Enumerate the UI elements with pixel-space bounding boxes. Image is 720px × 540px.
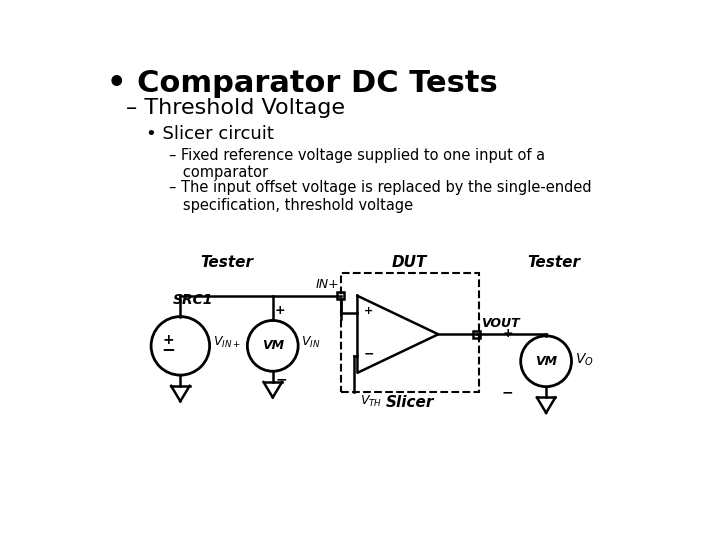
Text: +: + (503, 327, 513, 340)
Text: – Threshold Voltage: – Threshold Voltage (127, 98, 346, 118)
Text: VM: VM (261, 339, 284, 353)
Text: VM: VM (535, 355, 557, 368)
Bar (341, 273, 479, 392)
Text: $V_O$: $V_O$ (575, 352, 593, 368)
Text: −: − (275, 373, 287, 387)
Text: SRC1: SRC1 (173, 294, 213, 307)
Text: $V_{TH}$: $V_{TH}$ (360, 394, 382, 409)
Text: – Fixed reference voltage supplied to one input of a
   comparator: – Fixed reference voltage supplied to on… (168, 148, 545, 180)
Text: IN+: IN+ (315, 278, 339, 291)
Text: $V_{IN}$: $V_{IN}$ (301, 335, 320, 350)
Text: Tester: Tester (527, 255, 580, 269)
Text: • Slicer circuit: • Slicer circuit (145, 125, 274, 143)
Bar (473, 331, 480, 338)
Bar (337, 292, 344, 299)
Text: Tester: Tester (200, 255, 253, 269)
Text: – The input offset voltage is replaced by the single-ended
   specification, thr: – The input offset voltage is replaced b… (168, 180, 591, 213)
Text: DUT: DUT (392, 255, 428, 269)
Text: −: − (161, 340, 175, 358)
Text: +: + (162, 333, 174, 347)
Text: • Comparator DC Tests: • Comparator DC Tests (107, 69, 498, 98)
Text: Slicer: Slicer (386, 395, 434, 410)
Text: +: + (275, 305, 286, 318)
Text: −: − (501, 385, 513, 399)
Text: $V_{IN+}$: $V_{IN+}$ (212, 335, 240, 350)
Text: +: + (364, 306, 373, 316)
Text: −: − (364, 348, 374, 361)
Text: VOUT: VOUT (482, 316, 520, 330)
